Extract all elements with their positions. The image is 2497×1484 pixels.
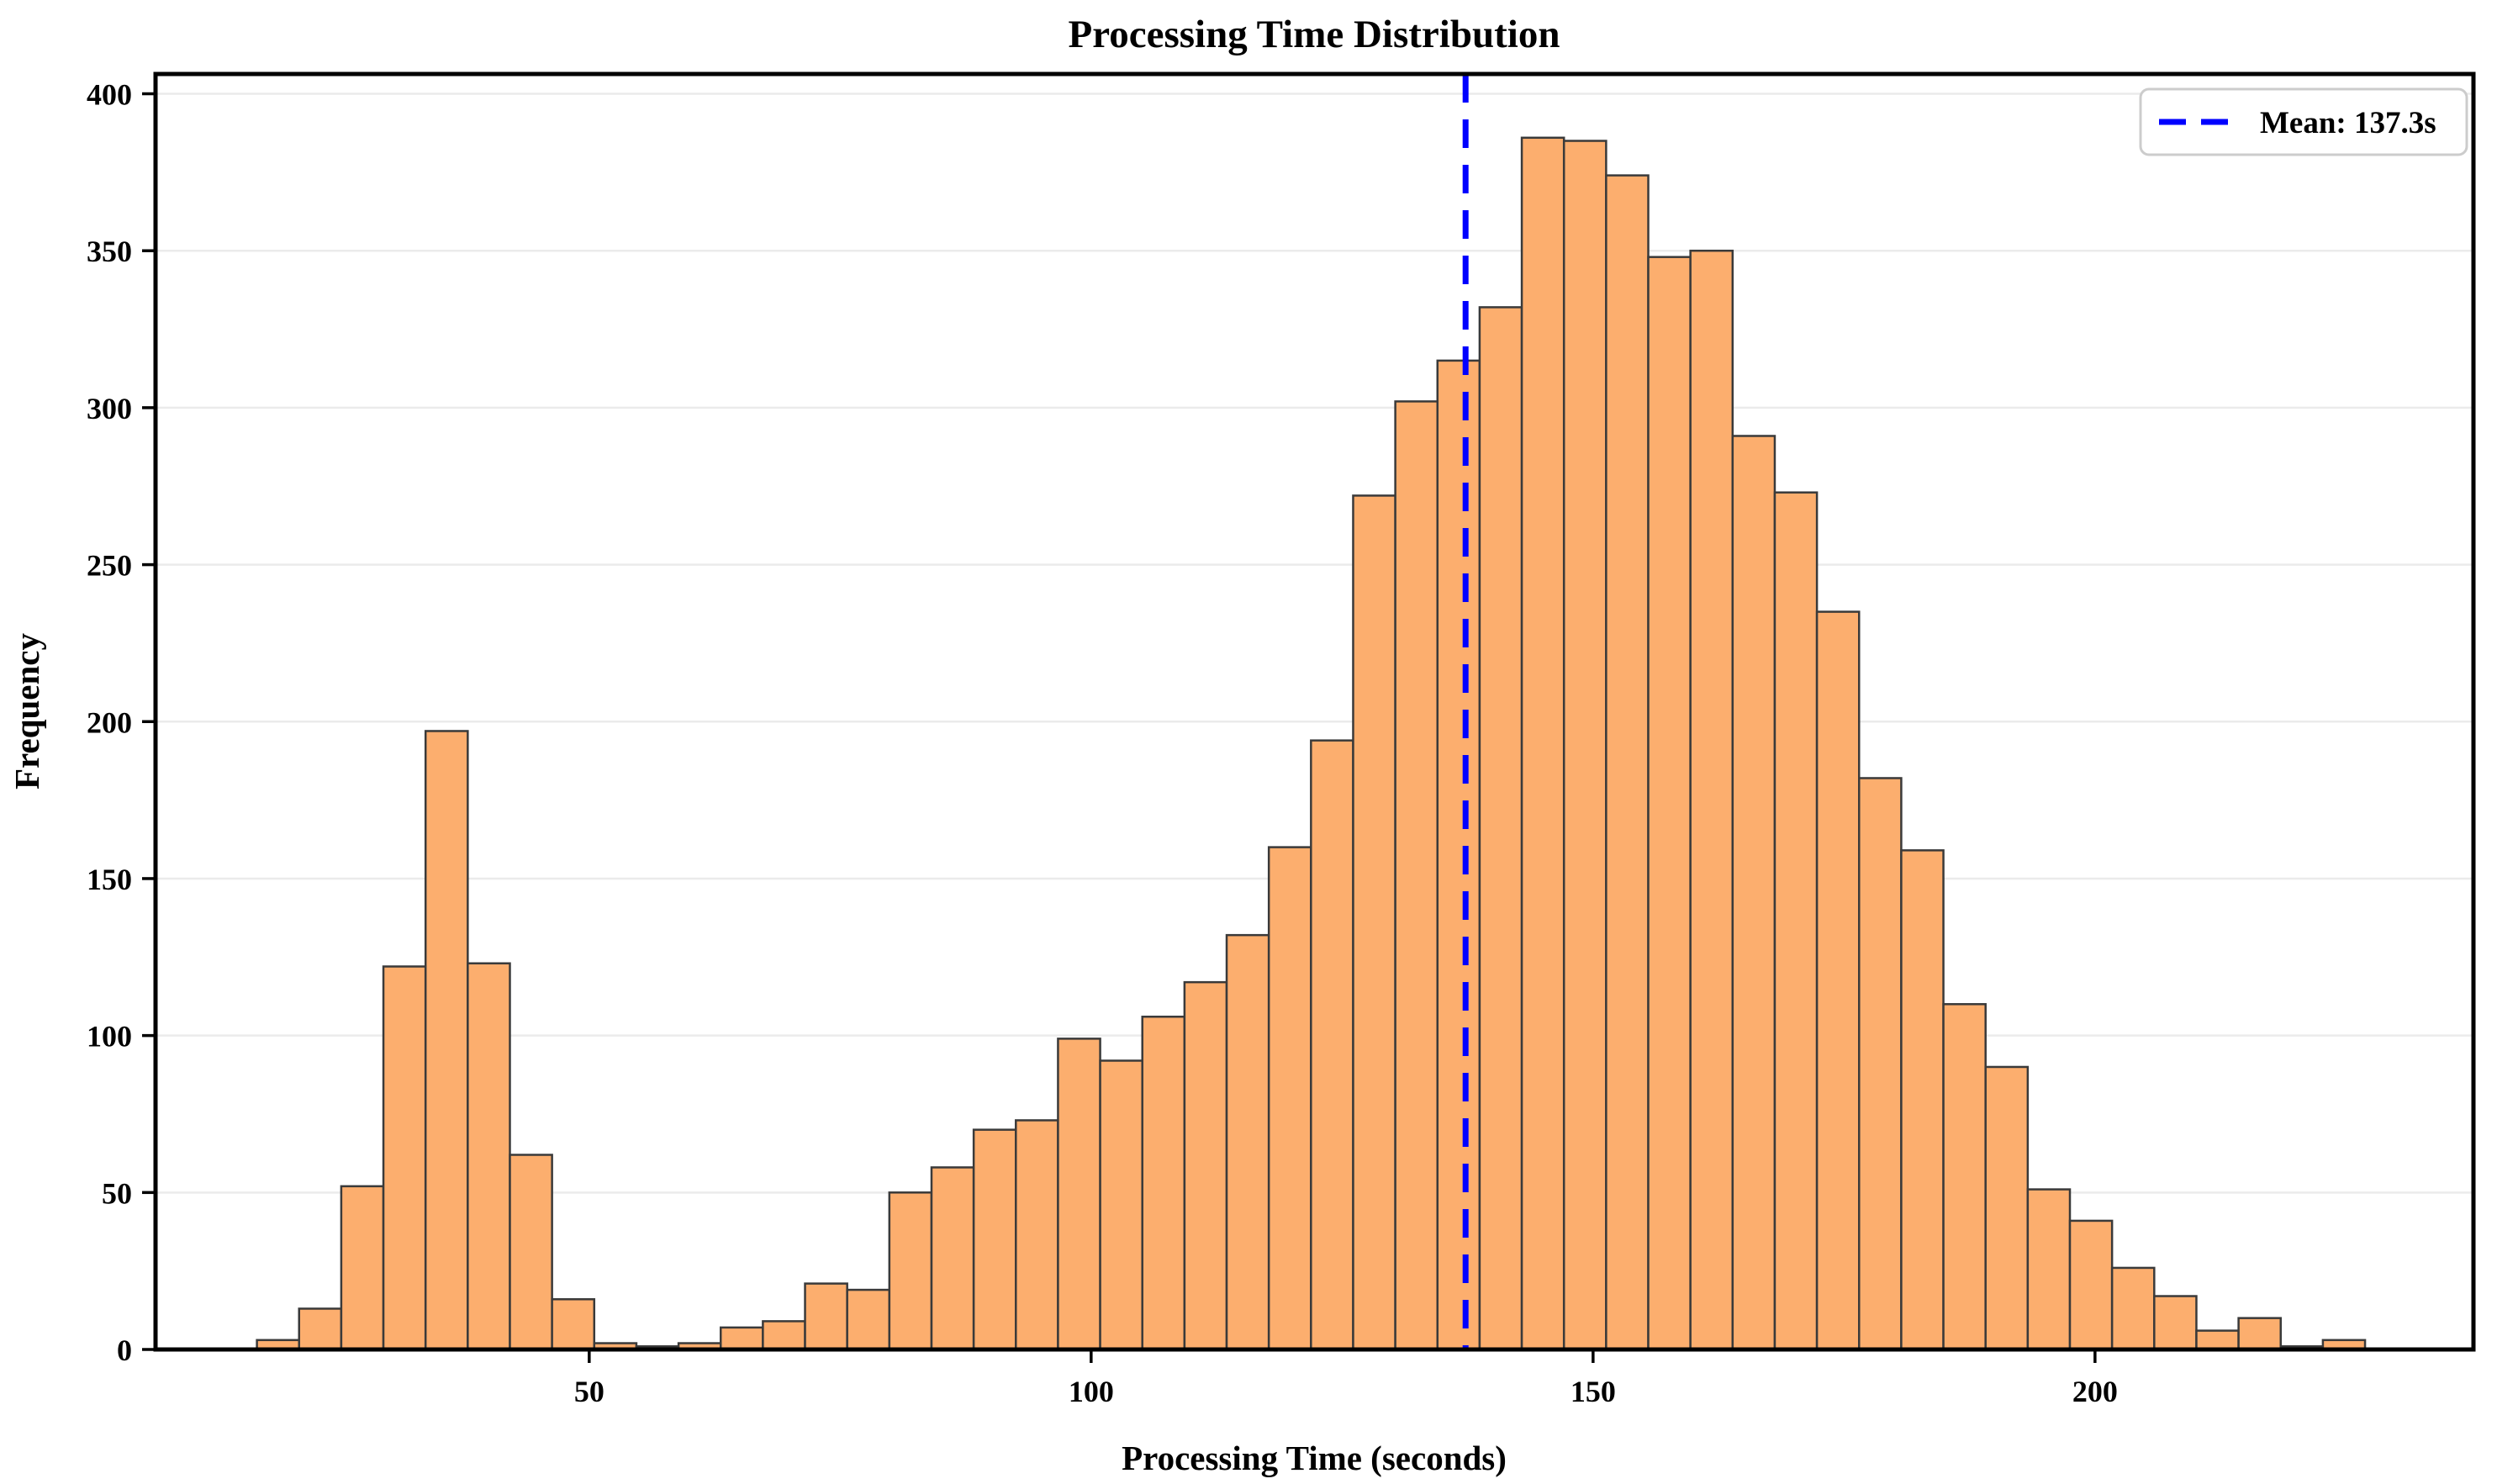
histogram-bar [2237, 1317, 2282, 1351]
histogram-bar [1773, 491, 1819, 1351]
histogram-bar [930, 1166, 975, 1351]
histogram-bar [1942, 1003, 1987, 1351]
y-tick-label: 350 [87, 235, 132, 268]
histogram-bar [2068, 1219, 2114, 1351]
histogram-bar [888, 1191, 933, 1351]
legend-label: Mean: 137.3s [2260, 106, 2436, 140]
histogram-bar [1900, 849, 1945, 1351]
chart-title: Processing Time Distribution [1069, 13, 1560, 56]
histogram-bar [1394, 400, 1439, 1351]
y-tick-label: 100 [87, 1020, 132, 1054]
y-axis-label: Frequency [8, 633, 46, 790]
histogram-bar [1015, 1119, 1059, 1351]
histogram-bar [804, 1282, 848, 1351]
histogram-bar [846, 1288, 891, 1351]
y-tick-label: 200 [87, 705, 132, 739]
histogram-bar [1352, 494, 1396, 1351]
histogram-bar [1647, 256, 1692, 1351]
histogram-bar [1310, 739, 1354, 1351]
histogram-bar [1689, 249, 1734, 1351]
histogram-bar [1605, 174, 1650, 1351]
histogram-bar [382, 965, 427, 1351]
y-tick-label: 250 [87, 549, 132, 583]
legend: Mean: 137.3s [2139, 87, 2468, 156]
x-tick-label: 200 [2072, 1375, 2118, 1408]
x-tick-label: 100 [1069, 1375, 1114, 1408]
plot-spines [153, 71, 2476, 1352]
histogram-bar [1183, 980, 1228, 1351]
y-axis-ticks: 0 50 100 150 200 250 300 350 400 [87, 78, 156, 1367]
histogram-bar [1731, 435, 1776, 1351]
y-tick-label: 400 [87, 78, 132, 112]
x-axis-label: Processing Time (seconds) [1122, 1439, 1507, 1477]
histogram-bar [972, 1128, 1017, 1351]
histogram-bar [762, 1320, 806, 1351]
x-tick-label: 50 [574, 1375, 604, 1408]
histogram-bar [424, 730, 469, 1351]
histogram-bar [1057, 1038, 1101, 1351]
y-tick-label: 50 [102, 1176, 132, 1210]
histogram-bar [1478, 306, 1523, 1351]
histogram-bar [509, 1154, 553, 1351]
y-tick-label: 150 [87, 863, 132, 896]
y-tick-label: 300 [87, 392, 132, 425]
x-axis-ticks: 50 100 150 200 [574, 1349, 2118, 1408]
histogram-bar [467, 962, 511, 1351]
legend-box [2139, 87, 2468, 156]
histogram-bar [1562, 140, 1607, 1351]
histogram-bar [340, 1185, 385, 1351]
histogram-bar [2110, 1266, 2156, 1351]
histogram-bar [551, 1298, 596, 1351]
histogram-bar [1099, 1059, 1143, 1351]
histogram-bar [1267, 846, 1312, 1351]
histogram-bar [2026, 1188, 2072, 1351]
histogram-bar [719, 1326, 764, 1351]
histogram-bar [1225, 933, 1270, 1351]
histogram-bar [1815, 610, 1861, 1351]
y-tick-label: 0 [117, 1333, 132, 1367]
histogram-bar [2195, 1329, 2240, 1351]
histogram-bar [1436, 359, 1481, 1351]
histogram-bar [1141, 1015, 1186, 1351]
histogram-bar [1984, 1065, 2030, 1351]
histogram-bar [298, 1307, 343, 1351]
histogram-bar [1858, 777, 1903, 1351]
histogram-bar [2153, 1295, 2198, 1351]
histogram-bar [1520, 136, 1565, 1351]
x-tick-label: 150 [1571, 1375, 1616, 1408]
